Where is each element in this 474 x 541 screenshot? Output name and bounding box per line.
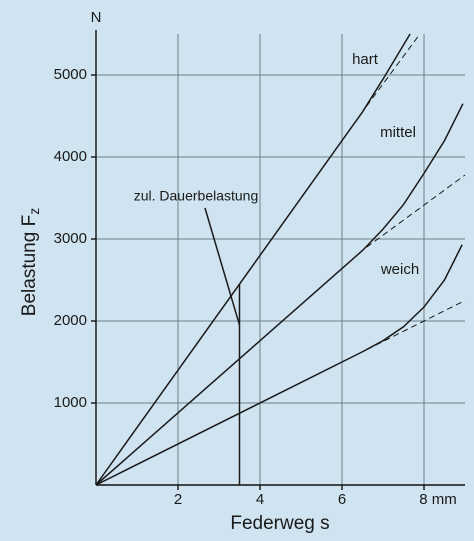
series-line [95,103,464,486]
series-line [95,244,463,486]
annotation-text: zul. Dauerbelastung [134,188,259,204]
y-tick-label: 3000 [54,230,87,247]
linear-extension [366,33,421,107]
y-axis-label: Belastung Fz [19,208,42,316]
x-tick-label: 8 mm [419,491,457,508]
y-axis-label-sub: z [26,208,42,215]
x-tick-label: 6 [338,491,346,508]
y-tick-label: 2000 [54,312,87,329]
linear-extension [366,300,466,351]
series-label: mittel [380,124,416,141]
series-label: hart [352,51,379,68]
x-axis-label: Federweg s [230,513,329,534]
y-axis-label-main: Belastung F [19,215,40,316]
y-unit: N [91,9,102,26]
series-label: weich [380,261,419,278]
y-tick-label: 5000 [54,66,87,83]
y-tick-label: 1000 [54,394,87,411]
annotation-pointer [204,207,241,326]
x-tick-label: 4 [256,491,264,508]
linear-extension [366,174,466,248]
y-tick-label: 4000 [54,148,87,165]
series-line [95,33,411,486]
x-tick-label: 2 [174,491,182,508]
